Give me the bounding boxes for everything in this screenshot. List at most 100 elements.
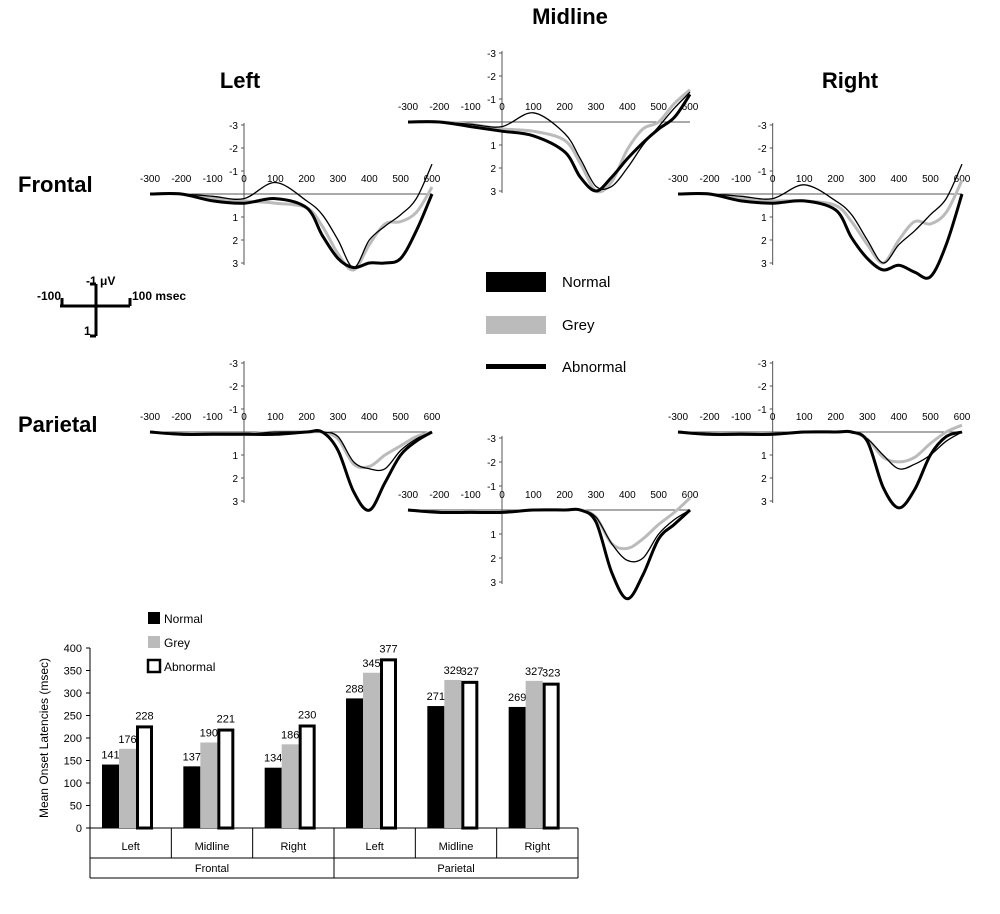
bar-value-label: 137 — [183, 751, 201, 763]
erp-x-tick: -100 — [731, 174, 751, 185]
heading-right: Right — [822, 68, 879, 93]
erp-x-tick: -300 — [668, 412, 688, 423]
bar-value-label: 288 — [345, 683, 363, 695]
erp-x-tick: 400 — [891, 174, 908, 185]
bar-normal — [427, 706, 445, 828]
erp-y-tick: 2 — [490, 164, 496, 175]
erp-x-tick: 300 — [588, 490, 605, 501]
erp-y-tick: 3 — [232, 497, 238, 508]
bar-legend-abnormal-label: Abnormal — [164, 660, 215, 674]
bar-category-label: Midline — [439, 841, 474, 853]
erp-x-tick: 400 — [619, 102, 636, 113]
erp-y-tick: 2 — [761, 236, 767, 247]
bar-y-tick: 100 — [64, 778, 82, 790]
erp-y-tick: -1 — [758, 167, 767, 178]
bar-legend-grey-swatch — [148, 636, 160, 648]
erp-x-tick: -100 — [203, 174, 223, 185]
erp-line-abnormal — [677, 430, 963, 470]
erp-x-tick: 100 — [267, 174, 284, 185]
bar-legend-normal-swatch — [148, 612, 160, 624]
erp-x-tick: 0 — [499, 102, 505, 113]
erp-x-tick: 500 — [392, 174, 409, 185]
erp-x-tick: 300 — [330, 412, 347, 423]
erp-y-tick: -2 — [487, 72, 496, 83]
erp-line-grey — [149, 430, 433, 470]
erp-y-tick: -3 — [229, 359, 238, 370]
bar-y-tick: 300 — [64, 688, 82, 700]
bar-y-label: Mean Onset Latencies (msec) — [37, 658, 51, 818]
bar-value-label: 190 — [200, 728, 218, 740]
legend-abnormal-label: Abnormal — [562, 359, 626, 376]
erp-panel-5: -300 -200 -100 0 100 200 300 400 500 600 -3 -2 -1 1 2 3 — [398, 434, 699, 601]
erp-x-tick: 200 — [827, 174, 844, 185]
bar-abnormal — [461, 680, 479, 830]
erp-x-tick: -200 — [700, 412, 720, 423]
erp-x-tick: 500 — [392, 412, 409, 423]
erp-x-tick: 100 — [525, 490, 542, 501]
bar-grey — [119, 748, 136, 828]
erp-y-tick: -3 — [487, 49, 496, 60]
erp-x-tick: 400 — [891, 412, 908, 423]
erp-y-tick: 3 — [490, 578, 496, 589]
erp-line-abnormal — [149, 163, 433, 269]
bar-normal — [508, 706, 526, 828]
erp-x-tick: 200 — [298, 412, 315, 423]
erp-line-normal — [149, 429, 433, 512]
erp-x-tick: 100 — [796, 174, 813, 185]
bar-legend-grey-label: Grey — [164, 636, 190, 650]
bar-value-label: 327 — [525, 666, 543, 678]
erp-y-tick: -3 — [758, 121, 767, 132]
heading-parietal: Parietal — [18, 412, 98, 437]
bar-value-label: 221 — [217, 714, 235, 726]
bar-category-label: Left — [121, 841, 139, 853]
bar-value-label: 327 — [461, 666, 479, 678]
bar-value-label: 323 — [542, 668, 560, 680]
erp-x-tick: 100 — [267, 412, 284, 423]
erp-y-tick: 2 — [232, 474, 238, 485]
erp-x-tick: 200 — [556, 490, 573, 501]
scale-ms-right: 100 msec — [132, 289, 186, 303]
erp-y-tick: -3 — [487, 434, 496, 445]
bar-category-label: Midline — [195, 841, 230, 853]
erp-x-tick: 600 — [682, 102, 699, 113]
erp-x-tick: 500 — [922, 174, 939, 185]
erp-x-tick: -100 — [461, 102, 481, 113]
erp-y-tick: -1 — [758, 405, 767, 416]
bar-normal — [102, 764, 119, 828]
bar-grey — [525, 680, 543, 828]
bar-value-label: 134 — [264, 753, 282, 765]
bar-chart: 0 50 100 150 200 250 300 350 400 Mean Onset Laten… — [37, 612, 579, 879]
erp-x-tick: 300 — [859, 412, 876, 423]
bar-grey — [444, 679, 462, 828]
bar-normal — [183, 766, 201, 828]
erp-x-tick: -300 — [398, 490, 418, 501]
bar-grey — [281, 744, 299, 828]
erp-y-tick: -2 — [229, 382, 238, 393]
erp-x-tick: 600 — [954, 174, 971, 185]
erp-x-tick: -100 — [461, 490, 481, 501]
erp-x-tick: 100 — [796, 412, 813, 423]
legend-grey-swatch — [486, 316, 546, 334]
erp-x-tick: -200 — [171, 412, 191, 423]
erp-x-tick: 200 — [556, 102, 573, 113]
bar-y-tick: 150 — [64, 756, 82, 768]
erp-y-tick: 3 — [761, 259, 767, 270]
erp-y-tick: 2 — [232, 236, 238, 247]
bar-normal — [264, 767, 282, 828]
erp-x-tick: 300 — [330, 174, 347, 185]
bar-value-label: 329 — [444, 665, 462, 677]
erp-panel-4: -300 -200 -100 0 100 200 300 400 500 600 -3 -2 -1 1 2 3 — [140, 359, 441, 512]
bar-value-label: 176 — [118, 734, 136, 746]
erp-y-tick: 1 — [232, 213, 238, 224]
erp-x-tick: 500 — [922, 412, 939, 423]
erp-panel-2: -300 -200 -100 0 100 200 300 400 500 600 -3 -2 -1 1 2 3 — [398, 49, 699, 198]
erp-x-tick: -200 — [429, 102, 449, 113]
scale-ms-left: -100 — [37, 289, 61, 303]
erp-y-tick: -2 — [487, 458, 496, 469]
bar-group-label: Parietal — [437, 863, 474, 875]
erp-y-tick: 3 — [232, 259, 238, 270]
erp-panels: -300 -200 -100 0 100 200 300 400 500 600 -3 -2 -1 1 2 3… — [140, 49, 971, 601]
scale-uv-label: -1 μV — [86, 274, 115, 288]
erp-x-tick: -300 — [140, 174, 160, 185]
erp-x-tick: 500 — [650, 102, 667, 113]
